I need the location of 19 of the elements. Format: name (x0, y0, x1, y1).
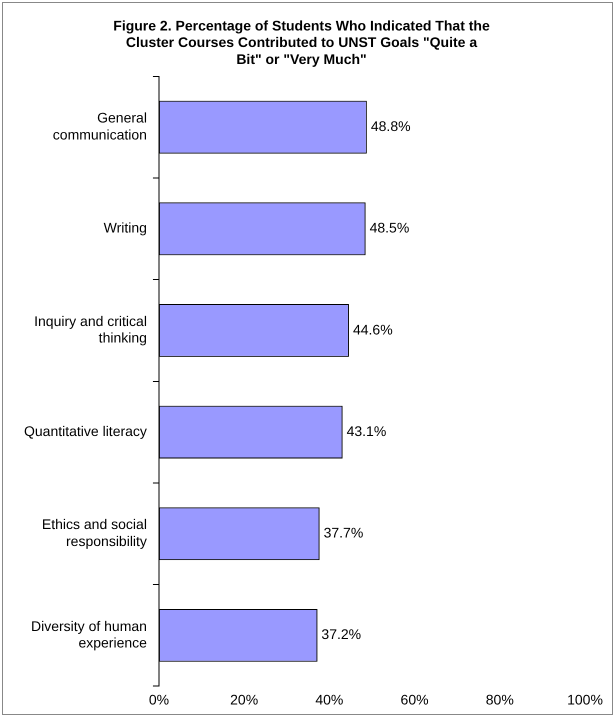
y-tick-label: Inquiry and critical thinking (34, 312, 147, 346)
x-tick-label: 80% (486, 691, 514, 708)
data-label: 37.7% (324, 524, 364, 541)
x-tick-label: 100% (567, 691, 603, 708)
x-tick-label: 20% (230, 691, 258, 708)
y-tick-label: Diversity of human experience (31, 618, 148, 651)
x-tick-label: 0% (148, 691, 170, 708)
data-label: 37.2% (321, 626, 362, 642)
x-tick-label: 60% (400, 691, 429, 708)
y-tick-label: General communication (52, 110, 147, 142)
chart-title: Figure 2. Percentage of Students Who Indicated That the Cluster Courses Contributed to UNST Goals "Quite a Bit" or "Very Much" (113, 17, 490, 67)
data-label: 48.5% (370, 220, 410, 236)
y-tick-label: Quantitative literacy (24, 422, 147, 439)
x-tick-label: 40% (315, 691, 344, 708)
y-tick-label: Ethics and social responsibility (42, 516, 147, 550)
data-label: 44.6% (352, 321, 393, 338)
data-label: 43.1% (346, 422, 386, 439)
data-label: 48.8% (370, 118, 411, 134)
y-tick-label: Writing (104, 220, 147, 236)
